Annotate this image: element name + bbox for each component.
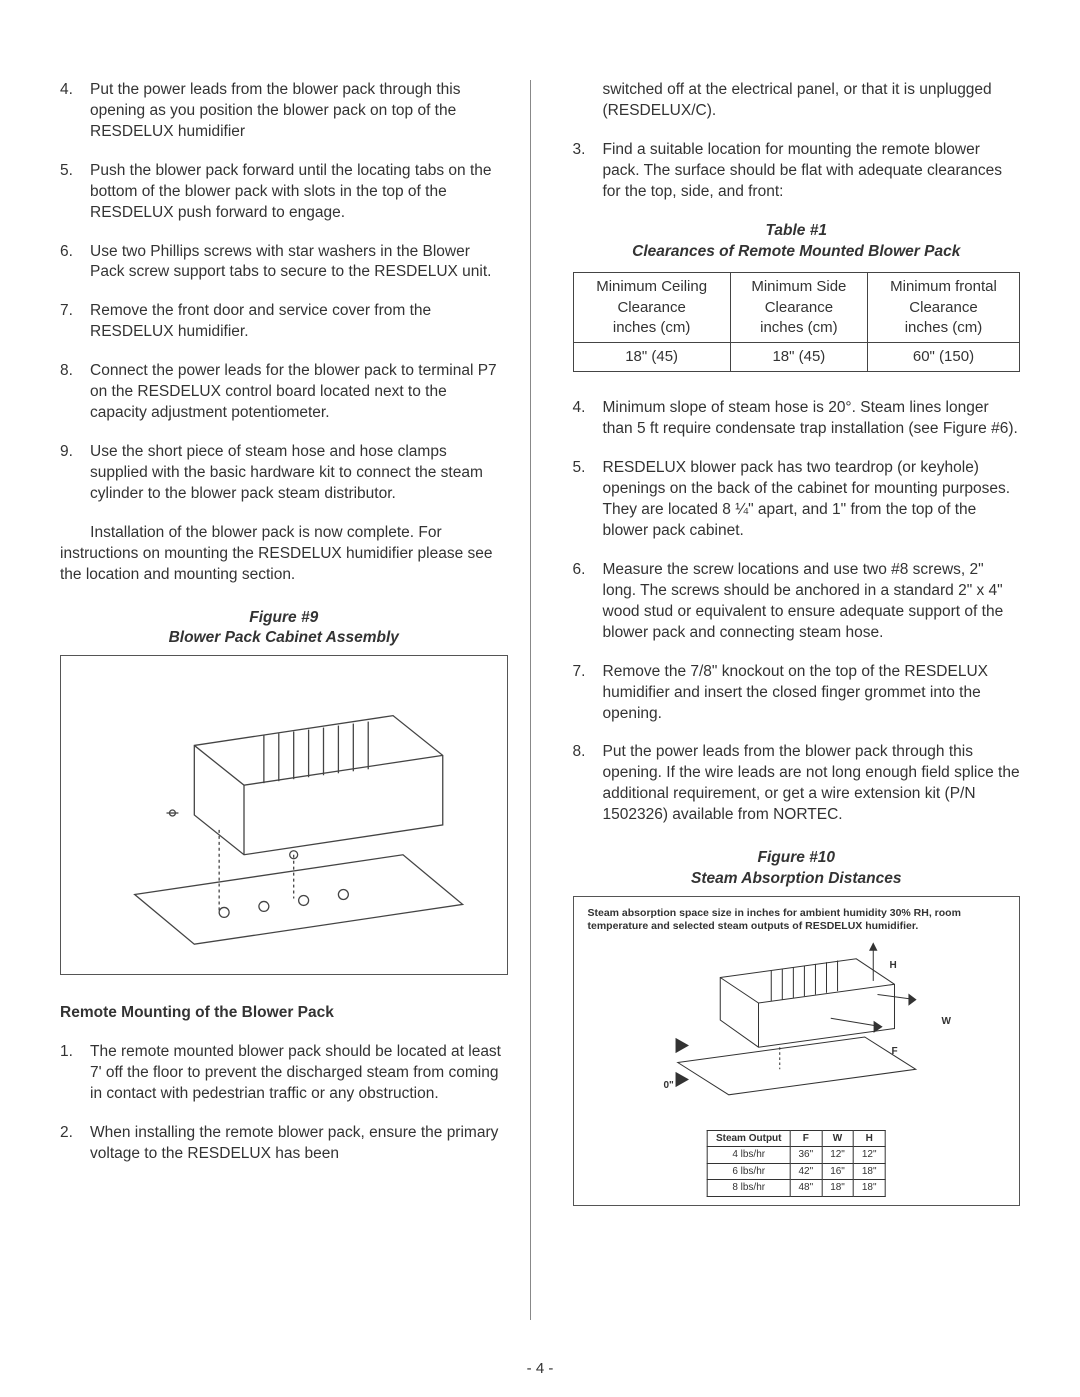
table1-title: Table #1 [573, 221, 1021, 242]
item-text: Remove the 7/8" knockout on the top of t… [603, 662, 1021, 725]
table-row: 8 lbs/hr48"18"18" [707, 1180, 885, 1197]
th: Minimum CeilingClearanceinches (cm) [573, 273, 730, 343]
list-item: 6.Measure the screw locations and use tw… [573, 560, 1021, 644]
label-f: F [892, 1045, 898, 1059]
figure9-subtitle: Blower Pack Cabinet Assembly [60, 628, 508, 649]
list-item: 3.Find a suitable location for mounting … [573, 140, 1021, 203]
label-w: W [942, 1015, 951, 1029]
item-text: Minimum slope of steam hose is 20°. Stea… [603, 398, 1021, 440]
list-item: 1.The remote mounted blower pack should … [60, 1042, 508, 1105]
td: 18" (45) [573, 343, 730, 372]
th: W [822, 1130, 854, 1147]
item-number: 6. [573, 560, 603, 644]
table-row: 6 lbs/hr42"16"18" [707, 1163, 885, 1180]
item-number: 5. [573, 458, 603, 542]
label-h: H [890, 959, 897, 973]
steam-output-table: Steam Output F W H 4 lbs/hr36"12"12" 6 l… [707, 1130, 886, 1197]
clearances-table: Minimum CeilingClearanceinches (cm) Mini… [573, 272, 1021, 372]
item-number: 7. [60, 301, 90, 343]
item-number: 8. [60, 361, 90, 424]
th: Steam Output [707, 1130, 790, 1147]
instruction-list-right: 3.Find a suitable location for mounting … [573, 140, 1021, 203]
closing-paragraph: Installation of the blower pack is now c… [60, 523, 508, 586]
item-text: Use two Phillips screws with star washer… [90, 242, 508, 284]
item-text: Use the short piece of steam hose and ho… [90, 442, 508, 505]
item-number: 9. [60, 442, 90, 505]
item-number: 2. [60, 1123, 90, 1165]
list-item: 5.RESDELUX blower pack has two teardrop … [573, 458, 1021, 542]
page-number: - 4 - [0, 1359, 1080, 1379]
item-text: Put the power leads from the blower pack… [90, 80, 508, 143]
item-text: Put the power leads from the blower pack… [603, 742, 1021, 826]
item-text: Measure the screw locations and use two … [603, 560, 1021, 644]
remote-mounting-heading: Remote Mounting of the Blower Pack [60, 1003, 508, 1024]
list-item: 2.When installing the remote blower pack… [60, 1123, 508, 1165]
list-item: 7.Remove the front door and service cove… [60, 301, 508, 343]
right-column: switched off at the electrical panel, or… [571, 80, 1021, 1320]
td: 18" (45) [730, 343, 867, 372]
item-text: The remote mounted blower pack should be… [90, 1042, 508, 1105]
list-item: 4.Put the power leads from the blower pa… [60, 80, 508, 143]
table-header-row: Steam Output F W H [707, 1130, 885, 1147]
th: Minimum SideClearanceinches (cm) [730, 273, 867, 343]
item-text: Remove the front door and service cover … [90, 301, 508, 343]
table-row: 4 lbs/hr36"12"12" [707, 1147, 885, 1164]
figure10-svg [574, 935, 1020, 1105]
figure10-description: Steam absorption space size in inches fo… [574, 897, 1020, 935]
item-number: 5. [60, 161, 90, 224]
figure10-subtitle: Steam Absorption Distances [573, 869, 1021, 890]
td: 60" (150) [867, 343, 1019, 372]
item-text: RESDELUX blower pack has two teardrop (o… [603, 458, 1021, 542]
remote-instruction-list: 1.The remote mounted blower pack should … [60, 1042, 508, 1165]
instruction-list-left: 4.Put the power leads from the blower pa… [60, 80, 508, 505]
figure9-svg [61, 656, 507, 974]
table-row: 18" (45) 18" (45) 60" (150) [573, 343, 1020, 372]
figure9-caption: Figure #9 Blower Pack Cabinet Assembly [60, 608, 508, 650]
list-item: 6.Use two Phillips screws with star wash… [60, 242, 508, 284]
th: Minimum frontalClearanceinches (cm) [867, 273, 1019, 343]
list-item: 9.Use the short piece of steam hose and … [60, 442, 508, 505]
item-number: 6. [60, 242, 90, 284]
item-number: 3. [573, 140, 603, 203]
item-text: When installing the remote blower pack, … [90, 1123, 508, 1165]
left-column: 4.Put the power leads from the blower pa… [60, 80, 531, 1320]
item-text: Find a suitable location for mounting th… [603, 140, 1021, 203]
item-number: 4. [573, 398, 603, 440]
th: F [790, 1130, 822, 1147]
th: H [853, 1130, 885, 1147]
figure10-box: Steam absorption space size in inches fo… [573, 896, 1021, 1206]
list-item: 4.Minimum slope of steam hose is 20°. St… [573, 398, 1021, 440]
list-item: 8.Put the power leads from the blower pa… [573, 742, 1021, 826]
two-column-layout: 4.Put the power leads from the blower pa… [60, 80, 1020, 1320]
figure10-caption: Figure #10 Steam Absorption Distances [573, 848, 1021, 890]
item-number: 4. [60, 80, 90, 143]
instruction-list-right-2: 4.Minimum slope of steam hose is 20°. St… [573, 398, 1021, 826]
continuation-text: switched off at the electrical panel, or… [573, 80, 1021, 122]
figure9-box [60, 655, 508, 975]
item-text: Connect the power leads for the blower p… [90, 361, 508, 424]
list-item: 5.Push the blower pack forward until the… [60, 161, 508, 224]
list-item: 7.Remove the 7/8" knockout on the top of… [573, 662, 1021, 725]
item-number: 7. [573, 662, 603, 725]
item-text: Push the blower pack forward until the l… [90, 161, 508, 224]
label-zero: 0" [664, 1079, 674, 1093]
item-number: 1. [60, 1042, 90, 1105]
figure10-title: Figure #10 [573, 848, 1021, 869]
table1-subtitle: Clearances of Remote Mounted Blower Pack [573, 242, 1021, 263]
table-header-row: Minimum CeilingClearanceinches (cm) Mini… [573, 273, 1020, 343]
list-item: 8.Connect the power leads for the blower… [60, 361, 508, 424]
figure9-title: Figure #9 [60, 608, 508, 629]
table1-caption: Table #1 Clearances of Remote Mounted Bl… [573, 221, 1021, 263]
item-number: 8. [573, 742, 603, 826]
